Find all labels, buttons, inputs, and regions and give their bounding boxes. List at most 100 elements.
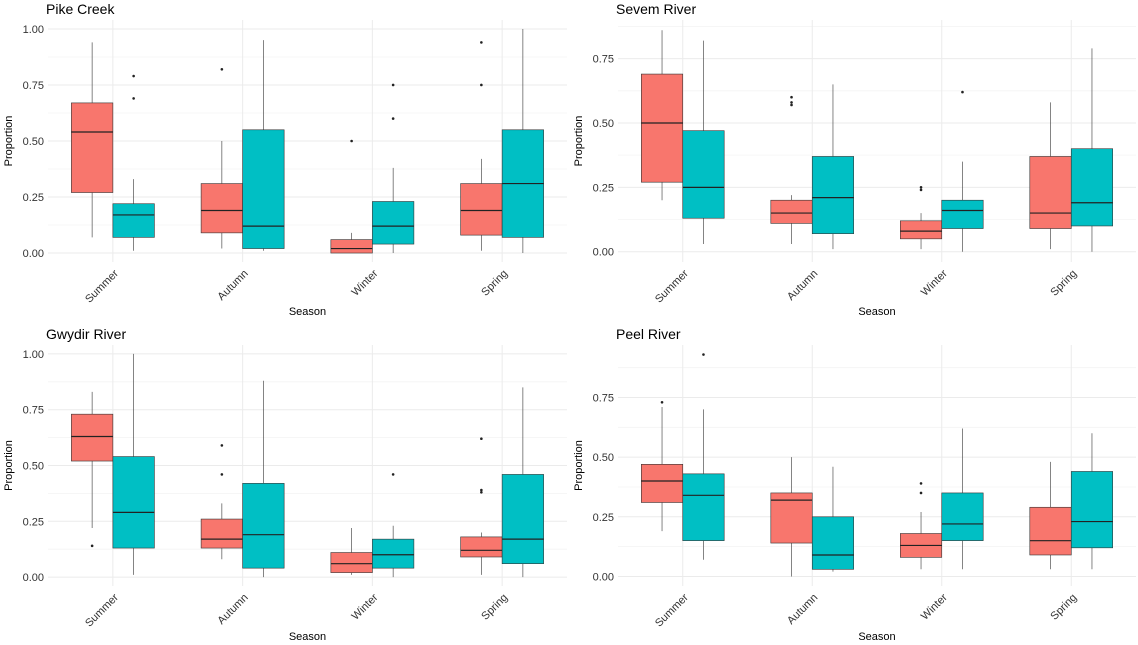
- box-body: [372, 538, 415, 569]
- box-body: [460, 536, 503, 558]
- outlier-point: [790, 95, 793, 99]
- y-axis-label: Proportion: [573, 116, 585, 167]
- box-group1-spring: [460, 437, 503, 575]
- box-group1-spring: [1029, 461, 1072, 570]
- y-tick-label: 0.25: [593, 512, 614, 524]
- box-group1-autumn: [770, 95, 813, 244]
- y-tick-label: 0.25: [23, 192, 44, 204]
- x-tick-label: Spring: [1048, 268, 1079, 299]
- box-body: [200, 183, 243, 234]
- panel-title: Gwydir River: [46, 326, 126, 342]
- x-tick-label: Summer: [83, 591, 121, 629]
- outlier-point: [480, 83, 483, 87]
- outlier-point: [391, 473, 395, 476]
- outlier-point: [919, 186, 923, 189]
- outlier-point: [480, 490, 483, 494]
- outlier-point: [220, 473, 224, 476]
- box-body: [1070, 471, 1113, 549]
- x-tick-label: Summer: [653, 591, 691, 629]
- box-body: [770, 492, 813, 544]
- outlier-point: [790, 101, 793, 104]
- box-group1-winter: [330, 527, 373, 575]
- y-tick-label: 0.75: [23, 405, 44, 417]
- panel-gwydir-river: Gwydir River 0.00 0.25 0.50 0.75 1.00 Summer Au…: [3, 326, 567, 643]
- x-tick-label: Winter: [919, 267, 950, 298]
- x-tick-label: Summer: [83, 267, 121, 305]
- box-body: [112, 203, 155, 238]
- box-body: [641, 464, 684, 503]
- box-group2-summer: [682, 40, 725, 244]
- box-group2-summer: [112, 353, 155, 575]
- outlier-point: [660, 400, 664, 404]
- y-tick-label: 1.00: [23, 24, 44, 36]
- y-tick-label: 0.75: [593, 392, 614, 404]
- y-axis-label: Proportion: [3, 440, 15, 491]
- outlier-point: [90, 544, 94, 548]
- box-group2-winter: [372, 473, 415, 578]
- x-tick-label: Spring: [1048, 592, 1079, 623]
- outlier-point: [220, 444, 224, 447]
- box-group1-summer: [641, 400, 684, 532]
- box-group2-autumn: [242, 40, 285, 251]
- box-group1-spring: [460, 41, 503, 251]
- box-body: [1029, 156, 1072, 229]
- outlier-point: [919, 482, 923, 485]
- box-body: [242, 129, 285, 249]
- box-group1-autumn: [770, 457, 813, 577]
- outlier-point: [480, 437, 483, 441]
- y-axis-label: Proportion: [3, 116, 15, 167]
- box-body: [770, 199, 813, 224]
- outlier-point: [702, 353, 705, 356]
- box-body: [641, 73, 684, 183]
- box-group2-autumn: [242, 380, 285, 578]
- panel-title: Pike Creek: [46, 1, 115, 17]
- outlier-point: [220, 67, 224, 71]
- box-group2-winter: [372, 83, 415, 254]
- x-tick-label: Winter: [919, 591, 950, 622]
- outlier-point: [919, 188, 923, 192]
- box-body: [71, 413, 114, 462]
- box-group1-autumn: [200, 444, 243, 560]
- box-group2-spring: [1070, 433, 1113, 570]
- outlier-point: [350, 139, 353, 143]
- box-group1-summer: [71, 391, 114, 548]
- y-tick-label: 0.25: [23, 516, 44, 528]
- box-group2-winter: [941, 90, 984, 252]
- x-tick-label: Autumn: [215, 268, 250, 303]
- box-group2-summer: [682, 353, 725, 560]
- outlier-point: [919, 491, 923, 495]
- y-tick-label: 0.50: [23, 461, 44, 473]
- y-tick-label: 0.00: [593, 571, 614, 583]
- box-body: [200, 518, 243, 549]
- y-tick-label: 0.75: [593, 54, 614, 66]
- y-tick-label: 1.00: [23, 349, 44, 361]
- y-tick-label: 0.50: [23, 136, 44, 148]
- panel-pike-creek: Pike Creek 0.00 0.25 0.50 0.75 1.00 Summer Autu…: [3, 1, 567, 318]
- x-tick-label: Autumn: [785, 592, 820, 627]
- panel-peel-river: Peel River 0.00 0.25 0.50 0.75 Summer Autumn Wi…: [573, 326, 1136, 643]
- y-axis-label: Proportion: [573, 440, 585, 491]
- box-group1-winter: [330, 139, 373, 254]
- x-tick-label: Summer: [653, 267, 691, 305]
- y-tick-label: 0.25: [593, 182, 614, 194]
- y-tick-label: 0.00: [23, 572, 44, 584]
- outlier-point: [480, 41, 483, 44]
- box-body: [1029, 506, 1072, 556]
- box-body: [501, 474, 544, 564]
- x-tick-label: Autumn: [215, 592, 250, 627]
- x-tick-label: Winter: [350, 267, 381, 298]
- panel-title: Sevem River: [616, 1, 696, 17]
- x-axis-label: Season: [858, 306, 895, 318]
- panel-sevem-river: Sevem River 0.00 0.25 0.50 0.75 Summer Autumn W…: [573, 1, 1136, 318]
- y-tick-label: 0.50: [593, 118, 614, 130]
- y-tick-label: 0.00: [593, 247, 614, 259]
- box-body: [112, 456, 155, 549]
- box-body: [941, 199, 984, 229]
- box-body: [372, 201, 415, 245]
- outlier-point: [961, 90, 964, 94]
- x-tick-label: Spring: [479, 592, 510, 623]
- box-body: [682, 473, 725, 541]
- outlier-point: [391, 117, 395, 120]
- box-group1-summer: [71, 42, 114, 238]
